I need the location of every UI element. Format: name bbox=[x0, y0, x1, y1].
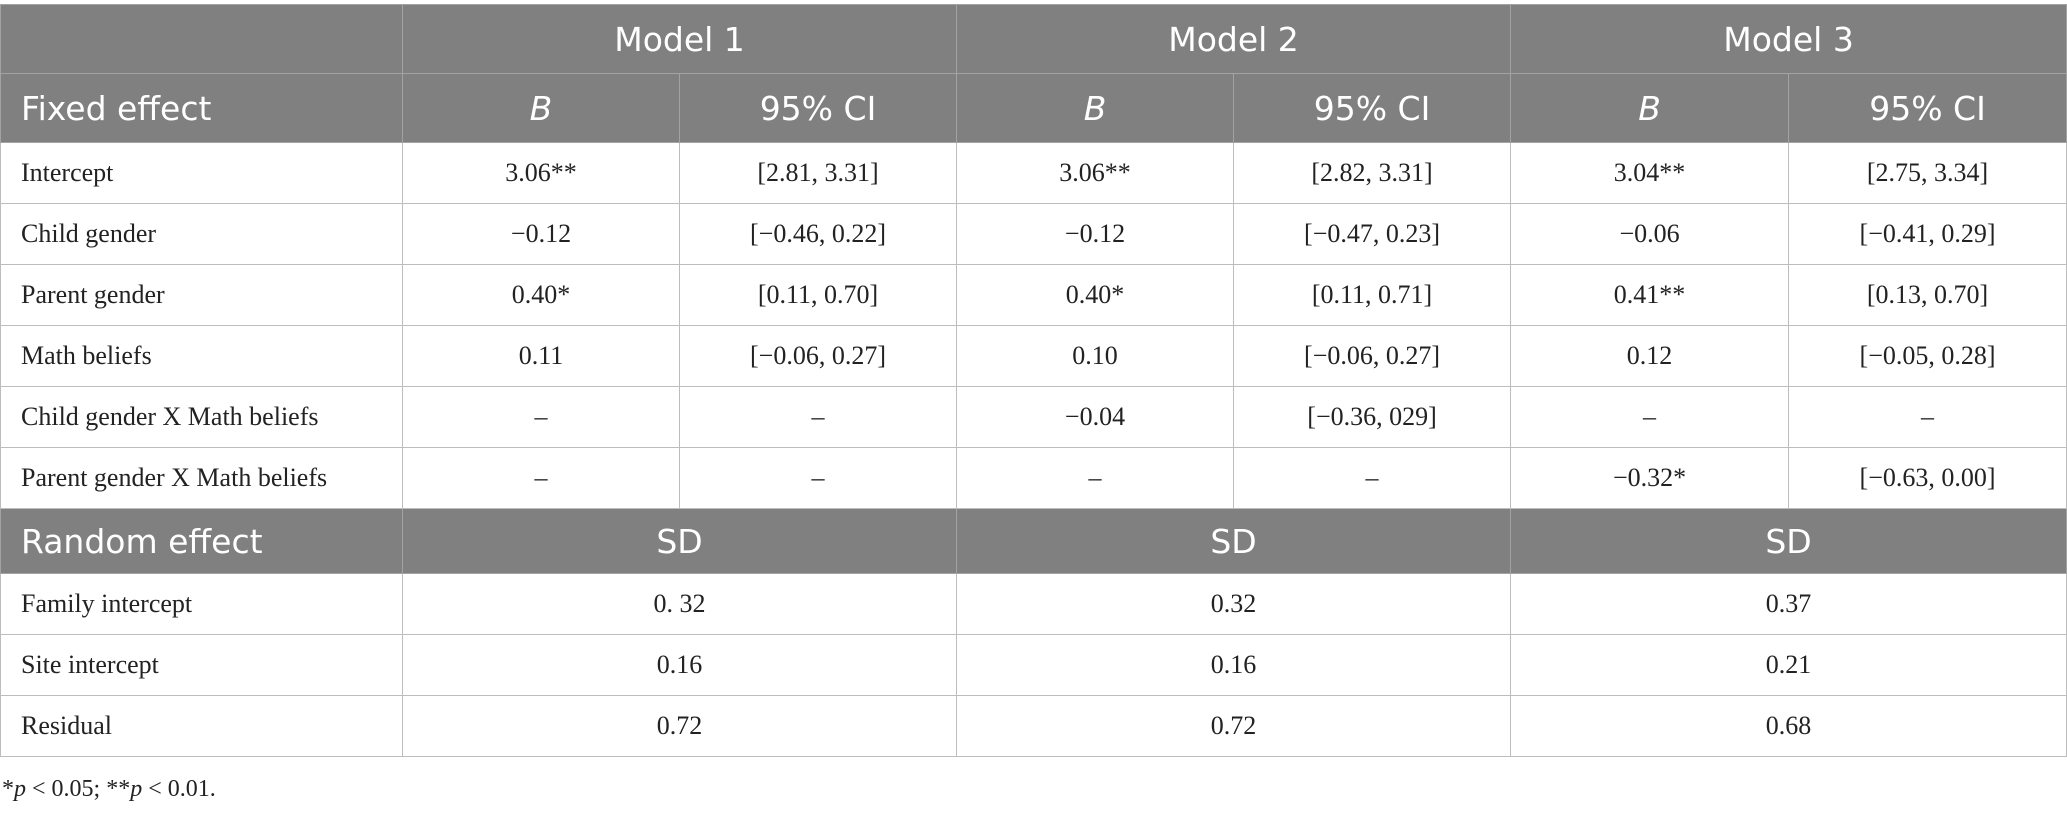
model-1-b-cell: – bbox=[402, 386, 680, 448]
model-3-b-cell: – bbox=[1510, 386, 1790, 448]
model-2-b-cell: −0.12 bbox=[956, 203, 1235, 265]
model-1-ci-cell: [−0.46, 0.22] bbox=[678, 203, 958, 265]
model-1-ci-cell: [−0.06, 0.27] bbox=[678, 325, 958, 387]
random-effect-header: Random effect bbox=[0, 508, 403, 574]
random-effect-header-row: Random effect SD SD SD bbox=[0, 508, 2067, 574]
model-3-sd-cell: 0.37 bbox=[1510, 573, 2067, 635]
model-1-b-cell: 0.11 bbox=[402, 325, 680, 387]
regression-table: Model 1 Model 2 Model 3 Fixed effect B 9… bbox=[0, 4, 2067, 757]
model-3-ci-cell: [−0.63, 0.00] bbox=[1788, 447, 2067, 509]
model-3-b-cell: 3.04** bbox=[1510, 142, 1790, 204]
table-row-residual: Residual 0.72 0.72 0.68 bbox=[0, 695, 2067, 757]
model-3-ci-cell: – bbox=[1788, 386, 2067, 448]
footnote-star: * bbox=[2, 776, 14, 802]
table-row-parent-gender-x-math-beliefs: Parent gender X Math beliefs – – – – −0.… bbox=[0, 447, 2067, 509]
model-2-ci-cell: [−0.36, 029] bbox=[1233, 386, 1512, 448]
table-row-site-intercept: Site intercept 0.16 0.16 0.21 bbox=[0, 634, 2067, 696]
model-3-ci-header: 95% CI bbox=[1788, 73, 2067, 143]
footnote-p-symbol: p bbox=[130, 776, 143, 802]
table-row-child-gender-x-math-beliefs: Child gender X Math beliefs – – −0.04 [−… bbox=[0, 386, 2067, 448]
model-1-header: Model 1 bbox=[401, 4, 958, 74]
model-3-ci-cell: [−0.41, 0.29] bbox=[1788, 203, 2067, 265]
model-2-sd-cell: 0.32 bbox=[956, 573, 1512, 635]
model-3-sd-header: SD bbox=[1510, 508, 2067, 574]
model-2-b-cell: 3.06** bbox=[956, 142, 1235, 204]
model-1-sd-cell: 0.72 bbox=[401, 695, 958, 757]
model-2-sd-header: SD bbox=[956, 508, 1512, 574]
row-label: Family intercept bbox=[0, 573, 403, 635]
model-3-ci-cell: [0.13, 0.70] bbox=[1788, 264, 2067, 326]
model-3-ci-cell: [2.75, 3.34] bbox=[1788, 142, 2067, 204]
row-label: Parent gender X Math beliefs bbox=[0, 447, 403, 509]
model-2-b-cell: – bbox=[956, 447, 1235, 509]
model-1-ci-cell: – bbox=[678, 447, 958, 509]
model-2-sd-cell: 0.16 bbox=[956, 634, 1512, 696]
footnote-text-2: < 0.01. bbox=[142, 776, 216, 802]
table-row-child-gender: Child gender −0.12 [−0.46, 0.22] −0.12 [… bbox=[0, 203, 2067, 265]
model-2-ci-cell: [0.11, 0.71] bbox=[1233, 264, 1512, 326]
row-label: Residual bbox=[0, 695, 403, 757]
footnote-p-symbol: p bbox=[14, 776, 26, 802]
model-3-b-cell: 0.41** bbox=[1510, 264, 1790, 326]
model-1-b-cell: 0.40* bbox=[402, 264, 680, 326]
model-2-ci-cell: [−0.47, 0.23] bbox=[1233, 203, 1512, 265]
model-1-ci-header: 95% CI bbox=[678, 73, 958, 143]
model-2-ci-header: 95% CI bbox=[1233, 73, 1512, 143]
model-2-b-header: B bbox=[956, 73, 1235, 143]
model-2-sd-cell: 0.72 bbox=[956, 695, 1512, 757]
corner-cell bbox=[0, 4, 403, 74]
model-2-b-cell: −0.04 bbox=[956, 386, 1235, 448]
model-3-b-cell: 0.12 bbox=[1510, 325, 1790, 387]
model-2-b-cell: 0.10 bbox=[956, 325, 1235, 387]
model-2-ci-cell: [−0.06, 0.27] bbox=[1233, 325, 1512, 387]
model-1-b-cell: 3.06** bbox=[402, 142, 680, 204]
model-3-b-cell: −0.06 bbox=[1510, 203, 1790, 265]
model-1-ci-cell: [2.81, 3.31] bbox=[678, 142, 958, 204]
model-3-b-header: B bbox=[1510, 73, 1790, 143]
model-1-sd-cell: 0. 32 bbox=[401, 573, 958, 635]
model-1-sd-header: SD bbox=[401, 508, 958, 574]
fixed-effect-header: Fixed effect bbox=[0, 73, 403, 143]
table-row-intercept: Intercept 3.06** [2.81, 3.31] 3.06** [2.… bbox=[0, 142, 2067, 204]
model-2-ci-cell: – bbox=[1233, 447, 1512, 509]
model-2-b-cell: 0.40* bbox=[956, 264, 1235, 326]
model-1-ci-cell: – bbox=[678, 386, 958, 448]
model-3-ci-cell: [−0.05, 0.28] bbox=[1788, 325, 2067, 387]
model-1-ci-cell: [0.11, 0.70] bbox=[678, 264, 958, 326]
table-row-family-intercept: Family intercept 0. 32 0.32 0.37 bbox=[0, 573, 2067, 635]
model-header-row: Model 1 Model 2 Model 3 bbox=[0, 4, 2067, 74]
model-1-sd-cell: 0.16 bbox=[401, 634, 958, 696]
footnote-text-1: < 0.05; ** bbox=[26, 776, 131, 802]
row-label: Parent gender bbox=[0, 264, 403, 326]
table-footnote: *p < 0.05; **p < 0.01. bbox=[2, 776, 216, 803]
model-1-b-cell: −0.12 bbox=[402, 203, 680, 265]
row-label: Child gender X Math beliefs bbox=[0, 386, 403, 448]
row-label: Math beliefs bbox=[0, 325, 403, 387]
row-label: Child gender bbox=[0, 203, 403, 265]
model-3-sd-cell: 0.21 bbox=[1510, 634, 2067, 696]
row-label: Intercept bbox=[0, 142, 403, 204]
table-row-math-beliefs: Math beliefs 0.11 [−0.06, 0.27] 0.10 [−0… bbox=[0, 325, 2067, 387]
model-3-header: Model 3 bbox=[1510, 4, 2067, 74]
row-label: Site intercept bbox=[0, 634, 403, 696]
model-3-b-cell: −0.32* bbox=[1510, 447, 1790, 509]
model-1-b-header: B bbox=[402, 73, 680, 143]
model-2-ci-cell: [2.82, 3.31] bbox=[1233, 142, 1512, 204]
model-1-b-cell: – bbox=[402, 447, 680, 509]
model-2-header: Model 2 bbox=[956, 4, 1512, 74]
table-row-parent-gender: Parent gender 0.40* [0.11, 0.70] 0.40* [… bbox=[0, 264, 2067, 326]
model-3-sd-cell: 0.68 bbox=[1510, 695, 2067, 757]
fixed-effect-header-row: Fixed effect B 95% CI B 95% CI B 95% CI bbox=[0, 73, 2067, 143]
